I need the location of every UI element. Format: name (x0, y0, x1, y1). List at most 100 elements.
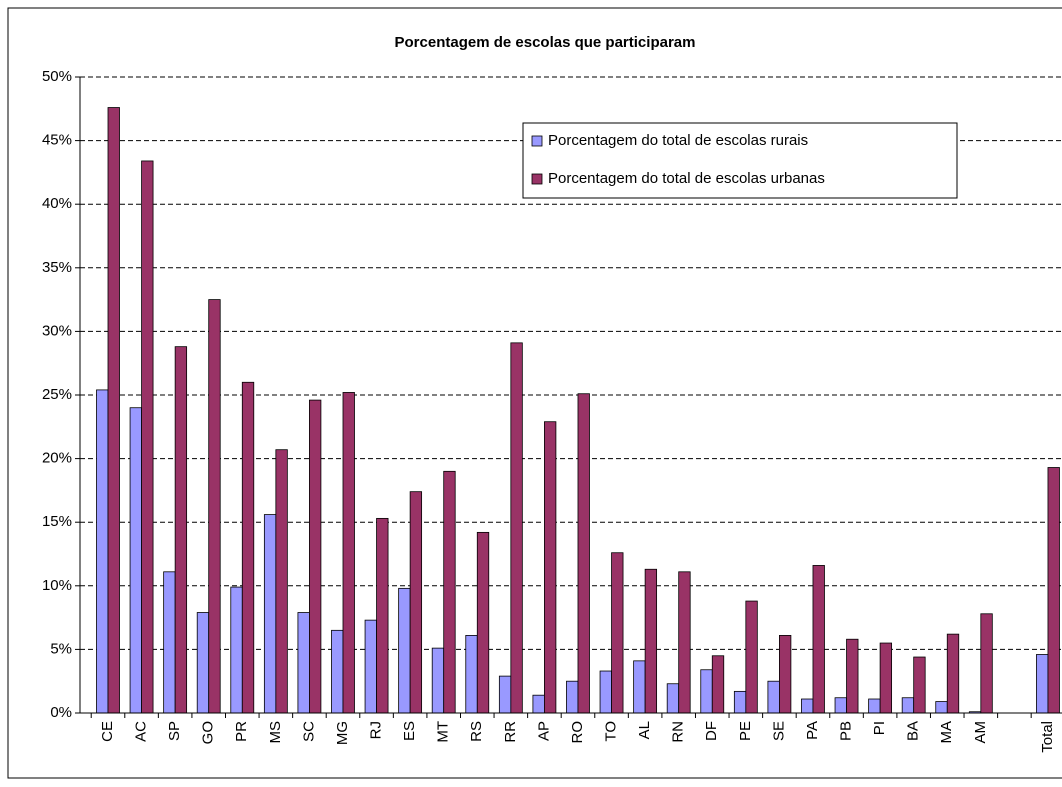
bar (498, 675, 512, 714)
bar (476, 531, 490, 714)
bar (913, 656, 926, 714)
chart-frame (7, 7, 1062, 779)
x-tick-label: RR (502, 721, 519, 743)
bar (611, 552, 624, 714)
bar (342, 392, 355, 714)
bar (868, 698, 881, 714)
x-tick-label: Total (1039, 721, 1056, 753)
bar (779, 635, 792, 714)
bar (812, 565, 825, 714)
x-tick-label: DF (703, 721, 720, 741)
bar (846, 638, 859, 714)
bar (309, 399, 322, 714)
bar (599, 670, 612, 714)
legend-swatch (531, 173, 543, 185)
bar (141, 160, 154, 714)
y-tick-label: 30% (42, 322, 72, 339)
bar (834, 697, 847, 714)
bar (935, 701, 948, 714)
bar (901, 697, 915, 714)
y-tick-label: 50% (42, 68, 72, 85)
bar (163, 571, 176, 714)
bar (946, 633, 960, 714)
bar (544, 421, 557, 714)
x-tick-label: PA (804, 721, 821, 740)
bar (510, 342, 523, 714)
x-tick-label: MT (435, 721, 452, 743)
legend-box (522, 122, 958, 199)
bar (644, 568, 658, 714)
bar (275, 449, 288, 714)
bar (208, 299, 221, 714)
x-tick-label: SC (300, 721, 317, 742)
bar (331, 629, 344, 714)
x-tick-label: MA (938, 721, 955, 744)
bar (364, 619, 377, 714)
x-tick-label: PR (233, 721, 250, 742)
x-tick-label: AL (636, 721, 653, 739)
bar (733, 690, 747, 714)
bar (465, 635, 478, 714)
bar (263, 514, 277, 714)
bar (678, 571, 691, 714)
chart-title: Porcentagem de escolas que participaram (395, 34, 696, 51)
bar (801, 698, 814, 714)
y-tick-label: 20% (42, 450, 72, 467)
bar (980, 613, 993, 714)
y-tick-label: 15% (42, 513, 72, 530)
bar (577, 393, 590, 714)
bar (1047, 467, 1060, 714)
legend-swatch (531, 135, 543, 147)
x-tick-label: SP (166, 721, 183, 741)
x-tick-label: PB (838, 721, 855, 741)
x-tick-label: CE (99, 721, 116, 742)
bar (174, 346, 188, 714)
x-tick-label: PE (737, 721, 754, 741)
x-tick-label: RO (569, 721, 586, 744)
x-tick-label: BA (905, 721, 922, 741)
bar (879, 642, 893, 714)
y-tick-label: 25% (42, 386, 72, 403)
bar (700, 669, 713, 714)
bar (745, 600, 758, 714)
x-tick-label: MS (267, 721, 284, 744)
x-tick-label: RJ (368, 721, 385, 739)
x-tick-label: ES (401, 721, 418, 741)
x-tick-label: MG (334, 721, 351, 745)
bar (297, 612, 310, 714)
y-tick-label: 5% (50, 640, 72, 657)
x-tick-label: RS (468, 721, 485, 742)
x-tick-label: SE (770, 721, 787, 741)
bar (409, 491, 423, 714)
y-tick-label: 0% (50, 704, 72, 721)
bar (1036, 654, 1049, 714)
bar (241, 381, 255, 714)
bar (666, 683, 680, 714)
y-tick-label: 45% (42, 132, 72, 149)
x-tick-label: AC (133, 721, 150, 742)
bar (767, 680, 780, 714)
x-tick-label: AM (972, 721, 989, 744)
x-tick-label: RN (670, 721, 687, 743)
x-tick-label: PI (871, 721, 888, 735)
bar (443, 470, 456, 714)
bar (96, 389, 109, 714)
bar (711, 655, 725, 714)
legend-label: Porcentagem do total de escolas urbanas (548, 170, 825, 187)
y-tick-label: 35% (42, 259, 72, 276)
bar (633, 660, 646, 714)
bar (566, 680, 579, 714)
bar (196, 612, 210, 714)
bar (431, 647, 445, 714)
bar (230, 586, 243, 714)
y-tick-label: 40% (42, 195, 72, 212)
bar (107, 107, 120, 714)
bar (532, 694, 545, 714)
bar (129, 407, 142, 714)
bar (398, 587, 411, 714)
x-tick-label: GO (200, 721, 217, 744)
x-tick-label: TO (603, 721, 620, 742)
y-tick-label: 10% (42, 577, 72, 594)
